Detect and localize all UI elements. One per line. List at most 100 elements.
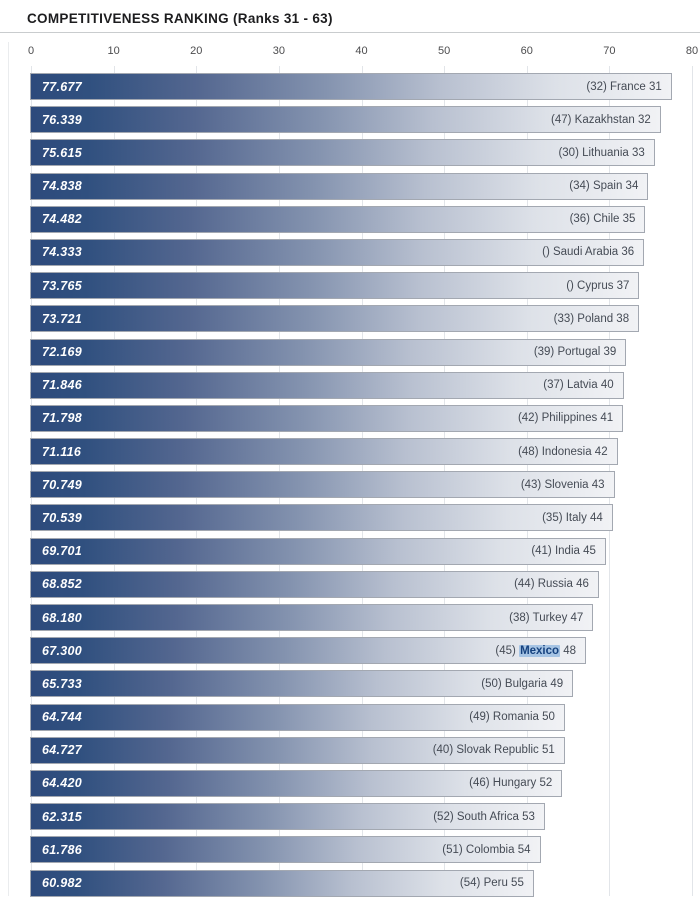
score-value: 73.721 bbox=[42, 311, 83, 326]
bar-row: 72.169 (39) Portugal 39 bbox=[0, 338, 700, 366]
score-value: 61.786 bbox=[42, 842, 83, 857]
bar-row: 73.721 (33) Poland 38 bbox=[0, 305, 700, 333]
score-value: 64.727 bbox=[42, 743, 83, 758]
rank-label: (54) Peru 55 bbox=[459, 877, 524, 889]
rank-label: () Cyprus 37 bbox=[566, 279, 630, 292]
bar-row: 64.420 (46) Hungary 52 bbox=[0, 769, 700, 797]
rank-label: (46) Hungary 52 bbox=[469, 777, 553, 790]
score-bar[interactable]: 74.333 () Saudi Arabia 36 bbox=[30, 238, 645, 266]
score-value: 72.169 bbox=[42, 345, 83, 359]
score-bar[interactable]: 67.300 (45) Mexico 48 bbox=[30, 637, 587, 665]
score-bar[interactable]: 75.615 (30) Lithuania 33 bbox=[30, 139, 655, 167]
score-bar[interactable]: 71.846 (37) Latvia 40 bbox=[30, 371, 624, 399]
bar-row: 64.744 (49) Romania 50 bbox=[0, 703, 700, 731]
score-bar[interactable]: 64.420 (46) Hungary 52 bbox=[30, 769, 563, 797]
axis-tick: 70 bbox=[603, 45, 616, 57]
score-bar[interactable]: 77.677 (32) France 31 bbox=[30, 73, 672, 100]
rank-label: (52) South Africa 53 bbox=[433, 810, 535, 823]
bar-row: 71.846 (37) Latvia 40 bbox=[0, 371, 700, 399]
score-bar[interactable]: 60.982 (54) Peru 55 bbox=[30, 869, 534, 897]
rank-label: (39) Portugal 39 bbox=[533, 346, 617, 358]
score-bar[interactable]: 61.786 (51) Colombia 54 bbox=[30, 836, 541, 864]
rank-label: (43) Slovenia 43 bbox=[520, 478, 605, 491]
rank-label: (45) Mexico 48 bbox=[495, 644, 577, 657]
rank-label: (32) France 31 bbox=[586, 80, 662, 93]
rank-label: (51) Colombia 54 bbox=[442, 843, 531, 856]
axis-tick: 80 bbox=[685, 45, 699, 57]
x-axis: 0 10 20 30 40 50 60 70 80 bbox=[0, 45, 700, 61]
score-bar[interactable]: 74.482 (36) Chile 35 bbox=[30, 205, 646, 233]
score-bar[interactable]: 73.721 (33) Poland 38 bbox=[30, 305, 640, 333]
page-title: COMPETITIVENESS RANKING (Ranks 31 - 63) bbox=[27, 11, 333, 26]
bar-row: 62.315 (52) South Africa 53 bbox=[0, 803, 700, 831]
bar-row: 70.749 (43) Slovenia 43 bbox=[0, 471, 700, 499]
score-bar[interactable]: 64.744 (49) Romania 50 bbox=[30, 703, 565, 731]
score-value: 64.744 bbox=[42, 710, 83, 725]
rank-label: (37) Latvia 40 bbox=[543, 379, 614, 392]
title-underline bbox=[0, 32, 700, 33]
rank-label: (30) Lithuania 33 bbox=[558, 146, 645, 159]
rank-label: (38) Turkey 47 bbox=[509, 611, 584, 624]
bar-row: 69.701 (41) India 45 bbox=[0, 537, 700, 565]
score-bar[interactable]: 70.749 (43) Slovenia 43 bbox=[30, 471, 615, 499]
score-bar[interactable]: 70.539 (35) Italy 44 bbox=[30, 504, 613, 532]
score-value: 71.846 bbox=[42, 378, 83, 393]
bar-row: 68.180 (38) Turkey 47 bbox=[0, 604, 700, 631]
rank-label: (40) Slovak Republic 51 bbox=[432, 744, 555, 757]
score-bar[interactable]: 62.315 (52) South Africa 53 bbox=[30, 803, 545, 831]
axis-tick: 0 bbox=[27, 45, 35, 57]
rank-label: (44) Russia 46 bbox=[514, 578, 589, 591]
score-value: 77.677 bbox=[42, 79, 83, 94]
score-bar[interactable]: 68.852 (44) Russia 46 bbox=[30, 570, 599, 598]
score-bar[interactable]: 74.838 (34) Spain 34 bbox=[30, 172, 649, 200]
bar-row: 77.677 (32) France 31 bbox=[0, 73, 700, 100]
bar-row: 74.482 (36) Chile 35 bbox=[0, 205, 700, 233]
score-value: 64.420 bbox=[42, 776, 83, 791]
rank-label: (35) Italy 44 bbox=[542, 511, 603, 524]
axis-tick: 30 bbox=[272, 45, 285, 57]
score-value: 62.315 bbox=[42, 809, 83, 824]
rank-label: (50) Bulgaria 49 bbox=[481, 677, 564, 690]
score-value: 65.733 bbox=[42, 676, 83, 691]
score-value: 74.482 bbox=[42, 212, 83, 227]
bar-row: 73.765 () Cyprus 37 bbox=[0, 272, 700, 300]
score-bar[interactable]: 71.116 (48) Indonesia 42 bbox=[30, 438, 618, 466]
score-bar[interactable]: 76.339 (47) Kazakhstan 32 bbox=[30, 106, 661, 134]
axis-tick: 50 bbox=[438, 45, 451, 57]
score-value: 68.180 bbox=[42, 610, 83, 625]
score-value: 69.701 bbox=[42, 544, 83, 559]
score-value: 68.852 bbox=[42, 577, 83, 592]
rank-label: (47) Kazakhstan 32 bbox=[551, 113, 651, 126]
rank-label: () Saudi Arabia 36 bbox=[542, 246, 635, 259]
bar-row: 76.339 (47) Kazakhstan 32 bbox=[0, 106, 700, 134]
highlighted-country: Mexico bbox=[519, 644, 561, 657]
score-bar[interactable]: 71.798 (42) Philippines 41 bbox=[30, 404, 624, 432]
rank-label: (49) Romania 50 bbox=[469, 711, 555, 724]
axis-tick: 10 bbox=[107, 45, 120, 57]
score-bar[interactable]: 64.727 (40) Slovak Republic 51 bbox=[30, 736, 565, 764]
bar-row: 61.786 (51) Colombia 54 bbox=[0, 836, 700, 864]
gridline bbox=[692, 66, 693, 896]
rank-label: (34) Spain 34 bbox=[569, 180, 639, 193]
rank-label: (33) Poland 38 bbox=[553, 312, 630, 325]
score-value: 60.982 bbox=[42, 876, 83, 890]
rank-label: (41) India 45 bbox=[531, 545, 596, 558]
score-value: 71.116 bbox=[42, 444, 82, 459]
rank-label: (48) Indonesia 42 bbox=[518, 445, 608, 458]
bar-row: 67.300 (45) Mexico 48 bbox=[0, 637, 700, 665]
score-value: 75.615 bbox=[42, 145, 83, 160]
bar-row: 71.798 (42) Philippines 41 bbox=[0, 404, 700, 432]
score-value: 70.749 bbox=[42, 477, 83, 492]
score-value: 71.798 bbox=[42, 411, 83, 426]
score-value: 67.300 bbox=[42, 643, 83, 658]
axis-tick: 40 bbox=[355, 45, 368, 57]
score-bar[interactable]: 65.733 (50) Bulgaria 49 bbox=[30, 670, 574, 698]
score-bar[interactable]: 73.765 () Cyprus 37 bbox=[30, 272, 640, 300]
bar-row: 68.852 (44) Russia 46 bbox=[0, 570, 700, 598]
score-bar[interactable]: 68.180 (38) Turkey 47 bbox=[30, 604, 594, 631]
score-bar[interactable]: 69.701 (41) India 45 bbox=[30, 537, 606, 565]
score-bar[interactable]: 72.169 (39) Portugal 39 bbox=[30, 338, 627, 366]
bar-row: 74.838 (34) Spain 34 bbox=[0, 172, 700, 200]
axis-tick: 60 bbox=[520, 45, 533, 57]
bar-row: 74.333 () Saudi Arabia 36 bbox=[0, 238, 700, 266]
